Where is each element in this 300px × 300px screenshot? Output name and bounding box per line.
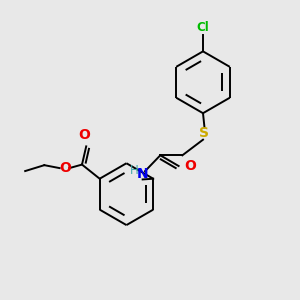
Text: Cl: Cl: [196, 21, 209, 34]
Text: O: O: [78, 128, 90, 142]
Text: O: O: [59, 161, 71, 175]
Text: H: H: [130, 164, 139, 177]
Text: O: O: [185, 160, 197, 173]
Text: S: S: [200, 126, 209, 140]
Text: N: N: [137, 167, 148, 181]
